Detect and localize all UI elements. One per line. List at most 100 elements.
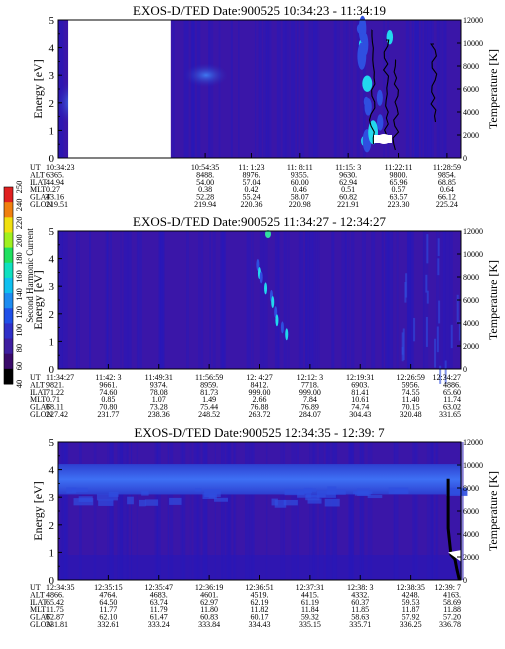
y2-tick-label: 4000 (463, 319, 479, 328)
spectrogram-texture (126, 442, 129, 580)
colorbar-segment (4, 338, 13, 355)
spectrogram-texture (327, 486, 337, 490)
table-cell: 220.36 (240, 200, 262, 209)
spectrogram-texture (300, 20, 305, 158)
table-cell: 4683. (150, 590, 168, 599)
table-cell: 9854. (438, 170, 456, 179)
table-cell: 304.43 (349, 410, 371, 419)
spectrogram-texture (265, 442, 268, 580)
table-cell: 57.04 (242, 178, 260, 187)
spectrogram-texture (383, 20, 385, 158)
spectrogram-texture (282, 20, 287, 158)
spectrogram-texture (154, 442, 159, 580)
colorbar-tick-label: 60 (14, 362, 24, 371)
table-row-label: UT (30, 373, 41, 382)
spectrogram-burst (357, 42, 367, 70)
table-cell: 263.72 (249, 410, 271, 419)
spectrogram-texture (333, 20, 337, 158)
temperature-trace-segment (382, 39, 390, 137)
spectrogram-texture (299, 231, 304, 369)
table-cell: 248.52 (198, 410, 220, 419)
table-cell: 9355. (291, 170, 309, 179)
table-cell: 9661. (99, 380, 117, 389)
colorbar-segment (4, 217, 13, 233)
y-axis-label: Energy [eV] (31, 481, 45, 540)
table-cell: 12:38: 3 (347, 583, 373, 592)
spectrogram-texture (392, 231, 394, 369)
table-cell: 60.17 (251, 613, 269, 622)
table-cell: 12:34:35 (46, 583, 74, 592)
table-cell: 4415. (301, 590, 319, 599)
spectrogram-texture (317, 231, 320, 369)
spectrogram-texture (296, 442, 300, 580)
table-cell: 4764. (99, 590, 117, 599)
spectrogram-texture (422, 231, 425, 369)
table-cell: 65.60 (443, 388, 461, 397)
spectrogram-texture (73, 498, 94, 506)
spectrogram-texture (204, 489, 221, 498)
spectrogram-texture (61, 442, 64, 580)
table-cell: 43.16 (46, 193, 64, 202)
spectrogram-texture (233, 442, 237, 580)
spectrogram-texture (460, 442, 464, 580)
spectrogram-texture (251, 231, 254, 369)
spectrogram-texture (436, 326, 439, 353)
spectrogram-burst (285, 328, 289, 341)
colorbar-segment (4, 368, 13, 385)
colorbar-tick-label: 250 (14, 181, 24, 194)
colorbar-tick-label: 80 (14, 344, 24, 353)
table-cell: 7.84 (303, 395, 317, 404)
table-cell: 61.19 (301, 598, 319, 607)
table-cell: 58.07 (291, 193, 309, 202)
spectrogram-texture (437, 258, 440, 276)
table-cell: 999.00 (299, 388, 321, 397)
table-cell: 12:38:35 (396, 583, 424, 592)
spectrogram-texture (226, 442, 231, 580)
spectrogram-texture (218, 20, 221, 158)
spectrogram-texture (444, 20, 446, 158)
table-cell: 11.75 (46, 605, 64, 614)
spectrogram-background (58, 231, 461, 369)
table-cell: 65.96 (390, 178, 408, 187)
spectrogram-texture (315, 231, 318, 369)
spectrogram-texture (407, 231, 412, 369)
spectrogram-texture (331, 231, 335, 369)
y2-tick-label: 10000 (463, 39, 483, 48)
spectrogram-texture (122, 442, 128, 580)
table-cell: 8488. (196, 170, 214, 179)
colorbar-segment (4, 262, 13, 279)
spectrogram-texture (436, 20, 440, 158)
table-row-label: MLT (30, 185, 46, 194)
spectrogram-texture (435, 442, 438, 580)
spectrogram-texture (141, 491, 149, 496)
spectrogram-texture (393, 442, 395, 580)
spectrogram-texture (214, 497, 228, 502)
spectrogram-texture (263, 231, 268, 369)
right-axis: 0 2000 4000 6000 8000 10000 12000 Temperature [… (457, 438, 500, 585)
spectrogram-texture (127, 496, 134, 505)
y2-tick-label: 2000 (463, 131, 479, 140)
spectrogram-texture (280, 442, 284, 580)
table-row-label: ILAT (30, 178, 47, 187)
table-row-label: MLT (30, 605, 46, 614)
table-cell: 238.36 (148, 410, 170, 419)
spectrogram-burst (271, 295, 275, 308)
temperature-trace-segment (430, 43, 438, 123)
spectrogram-texture (98, 499, 114, 506)
spectrogram-burst (364, 98, 372, 116)
left-axis: 0 1 2 3 4 5 Energy [eV] (31, 15, 62, 165)
spectrogram-texture (308, 20, 313, 158)
spectrogram-texture (156, 442, 159, 580)
spectrogram-texture (330, 442, 334, 580)
spectrogram-burst (275, 314, 279, 327)
spectrogram-texture (438, 300, 441, 324)
spectrogram-texture (156, 442, 161, 580)
spectrogram-texture (259, 231, 265, 369)
table-cell: 4248. (402, 590, 420, 599)
table-cell: 12:39: 7 (435, 583, 461, 592)
left-axis: 0 1 2 3 4 5 Energy [eV] (31, 437, 62, 587)
spectrogram-texture (426, 442, 432, 580)
spectrogram-texture (439, 365, 442, 384)
y-axis-label: Energy [eV] (31, 59, 45, 118)
table-cell: 60.82 (339, 193, 357, 202)
